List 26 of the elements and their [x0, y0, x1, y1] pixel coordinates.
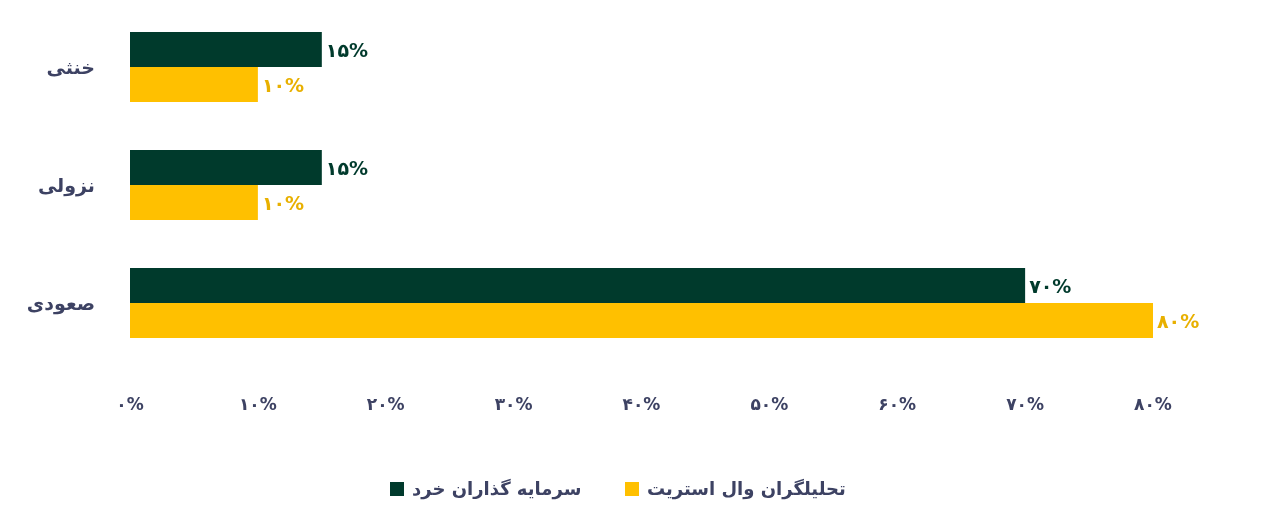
- legend-label: تحلیلگران وال استریت: [647, 478, 846, 500]
- data-label: ۷۰%: [1029, 274, 1072, 297]
- bar: [130, 150, 322, 185]
- bar: [130, 185, 258, 220]
- y-tick-label: خنثی: [46, 56, 95, 78]
- legend-label: سرمایه گذاران خرد: [412, 478, 582, 500]
- bar: [130, 32, 322, 67]
- x-tick-label: ۵۰%: [750, 394, 789, 414]
- data-label: ۸۰%: [1157, 309, 1200, 332]
- bar: [130, 268, 1026, 303]
- y-tick-label: صعودی: [26, 292, 95, 315]
- data-label: ۱۵%: [325, 38, 369, 61]
- x-tick-label: ۷۰%: [1006, 394, 1045, 414]
- x-tick-label: ۶۰%: [878, 394, 917, 414]
- bar: [130, 67, 258, 102]
- data-label: ۱۵%: [325, 156, 369, 179]
- data-label: ۱۰%: [261, 191, 305, 214]
- x-tick-label: ۲۰%: [366, 394, 405, 414]
- data-label: ۱۰%: [261, 73, 305, 96]
- x-tick-label: ۰%: [116, 394, 144, 414]
- x-tick-label: ۴۰%: [622, 394, 661, 414]
- bar: [130, 303, 1153, 338]
- y-tick-label: نزولی: [37, 174, 95, 197]
- x-tick-label: ۳۰%: [494, 394, 533, 414]
- x-tick-label: ۸۰%: [1134, 394, 1172, 414]
- x-tick-label: ۱۰%: [238, 394, 277, 414]
